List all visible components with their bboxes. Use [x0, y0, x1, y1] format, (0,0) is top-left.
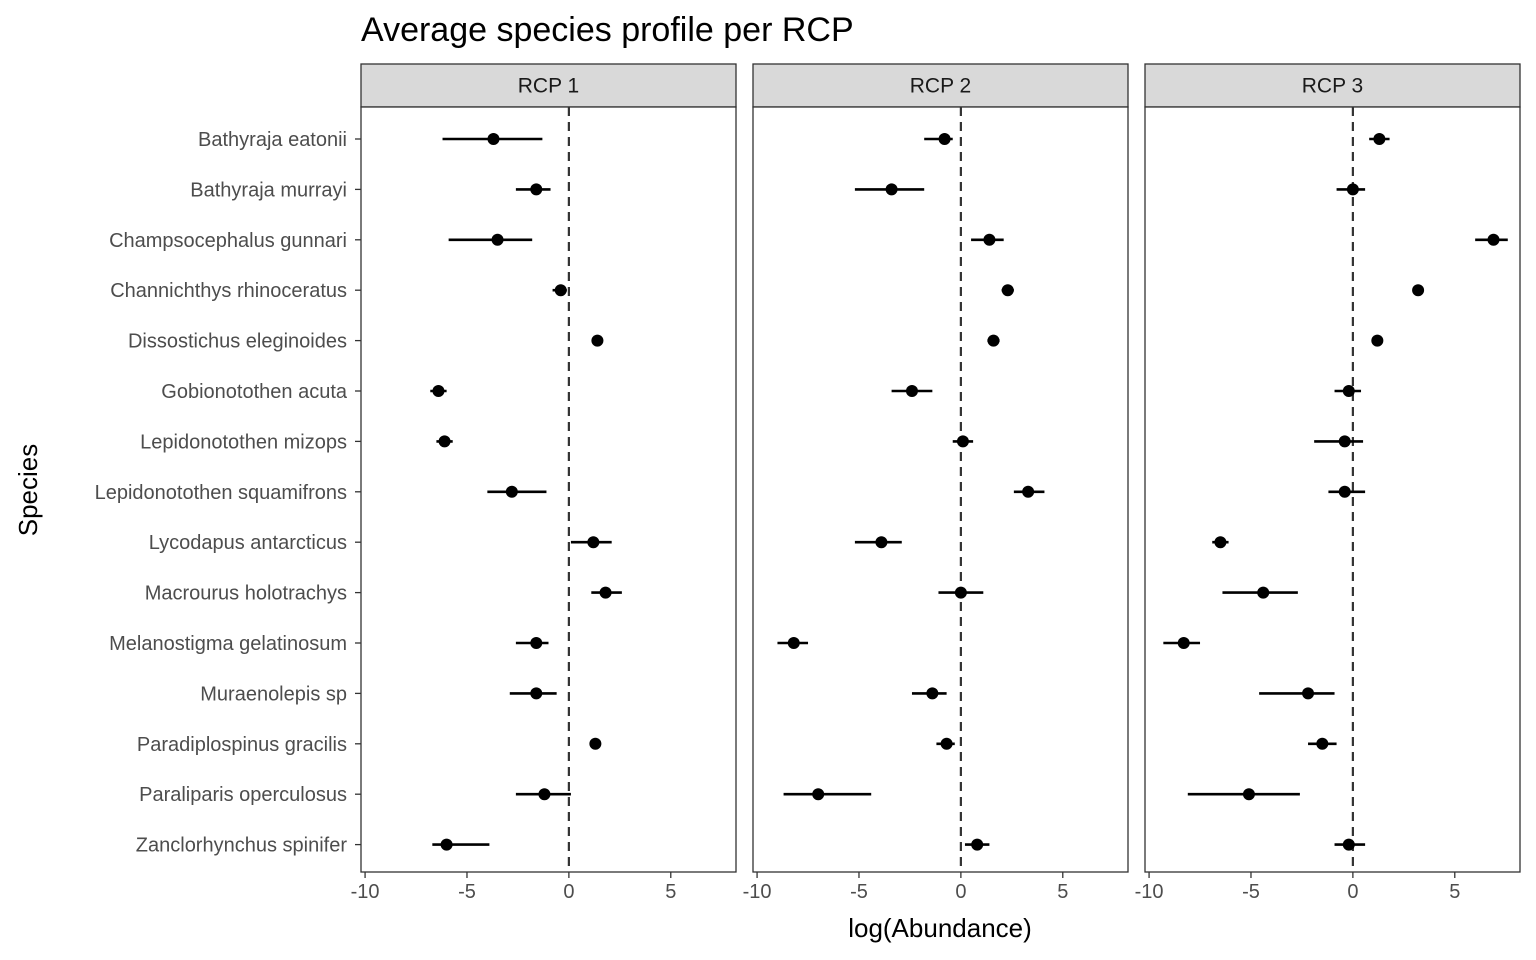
data-point	[554, 284, 567, 297]
data-point	[1242, 788, 1255, 801]
data-point	[599, 586, 612, 599]
y-tick-label: Channichthys rhinoceratus	[110, 280, 347, 302]
x-tick-label: 5	[1057, 881, 1068, 903]
data-point	[956, 435, 969, 448]
y-tick-label: Gobionotothen acuta	[161, 381, 348, 403]
data-point	[1371, 334, 1384, 347]
data-point	[885, 183, 898, 196]
y-tick-label: Muraenolepis sp	[200, 683, 347, 705]
data-point	[1214, 536, 1227, 549]
data-point	[787, 637, 800, 649]
chart-title: Average species profile per RCP	[361, 11, 854, 49]
data-point	[538, 788, 551, 801]
data-point	[591, 334, 604, 347]
x-tick-label: 5	[665, 881, 676, 903]
x-tick-label: 0	[563, 881, 574, 903]
panel-background	[1145, 107, 1520, 872]
panel-border	[360, 106, 737, 873]
facet-panels: RCP 1 -10 -5 0 5 RCP 2 -10 -5 0 5 RCP 3 -10 -5 0 5	[351, 63, 1521, 903]
data-point	[1346, 183, 1359, 196]
x-tick-label: 0	[1347, 881, 1358, 903]
panel-border	[752, 106, 1129, 873]
x-tick-label: -5	[1242, 881, 1260, 903]
data-point	[530, 637, 543, 649]
facet-strip-label: RCP 1	[518, 75, 579, 98]
data-point	[1302, 687, 1315, 700]
y-tick-label: Dissostichus eleginoides	[128, 331, 347, 353]
panel-background	[361, 107, 736, 872]
y-tick-label: Bathyraja eatonii	[198, 129, 347, 151]
facet-panel: RCP 2 -10 -5 0 5	[743, 63, 1129, 903]
data-point	[487, 133, 500, 145]
data-point	[491, 233, 504, 246]
x-tick-label: -5	[850, 881, 868, 903]
y-tick-label: Lycodapus antarcticus	[149, 532, 347, 554]
data-point	[432, 385, 445, 397]
x-tick-label: -5	[458, 881, 476, 903]
data-point	[530, 183, 543, 196]
y-tick-label: Paraliparis operculosus	[139, 784, 347, 806]
data-point	[1342, 385, 1355, 397]
y-tick-label: Zanclorhynchus spinifer	[136, 835, 348, 857]
facet-strip	[752, 63, 1129, 108]
data-point	[589, 737, 602, 750]
data-point	[1257, 586, 1270, 599]
y-axis: Bathyraja eatonii Bathyraja murrayi Champs…	[95, 129, 361, 857]
x-tick-label: -10	[743, 881, 772, 903]
data-point	[530, 687, 543, 700]
y-tick-label: Lepidonotothen mizops	[140, 431, 347, 453]
x-tick-label: 0	[955, 881, 966, 903]
data-point	[812, 788, 825, 801]
facet-panel: RCP 1 -10 -5 0 5	[351, 63, 737, 903]
panel-background	[753, 107, 1128, 872]
data-point	[1373, 133, 1386, 145]
y-axis-title: Species	[13, 444, 43, 537]
data-point	[438, 435, 451, 448]
x-tick-label: -10	[351, 881, 380, 903]
facet-panel: RCP 3 -10 -5 0 5	[1135, 63, 1521, 903]
data-point	[1001, 284, 1014, 297]
y-tick-label: Champsocephalus gunnari	[109, 230, 347, 252]
data-point	[926, 687, 939, 700]
data-point	[1338, 485, 1351, 498]
facet-strip	[360, 63, 737, 108]
facet-strip	[1144, 63, 1521, 108]
data-point	[1177, 637, 1190, 649]
data-point	[940, 737, 953, 750]
data-point	[954, 586, 967, 599]
data-point	[987, 334, 1000, 347]
y-tick-label: Melanostigma gelatinosum	[109, 633, 347, 655]
facet-strip-label: RCP 3	[1302, 75, 1363, 98]
data-point	[983, 233, 996, 246]
y-tick-label: Bathyraja murrayi	[190, 179, 347, 201]
data-point	[938, 133, 951, 145]
y-tick-label: Lepidonotothen squamifrons	[95, 482, 347, 504]
data-point	[1412, 284, 1425, 297]
x-tick-label: 5	[1449, 881, 1460, 903]
x-axis-title: log(Abundance)	[848, 913, 1032, 943]
data-point	[1342, 838, 1355, 851]
y-tick-label: Macrourus holotrachys	[145, 583, 347, 605]
data-point	[1022, 485, 1035, 498]
data-point	[971, 838, 984, 851]
data-point	[875, 536, 888, 549]
data-point	[905, 385, 918, 397]
data-point	[587, 536, 600, 549]
data-point	[1316, 737, 1329, 750]
facet-strip-label: RCP 2	[910, 75, 971, 98]
data-point	[505, 485, 518, 498]
data-point	[1487, 233, 1500, 246]
panel-border	[1144, 106, 1521, 873]
data-point	[440, 838, 453, 851]
data-point	[1338, 435, 1351, 448]
x-tick-label: -10	[1135, 881, 1164, 903]
y-tick-label: Paradiplospinus gracilis	[137, 734, 347, 756]
